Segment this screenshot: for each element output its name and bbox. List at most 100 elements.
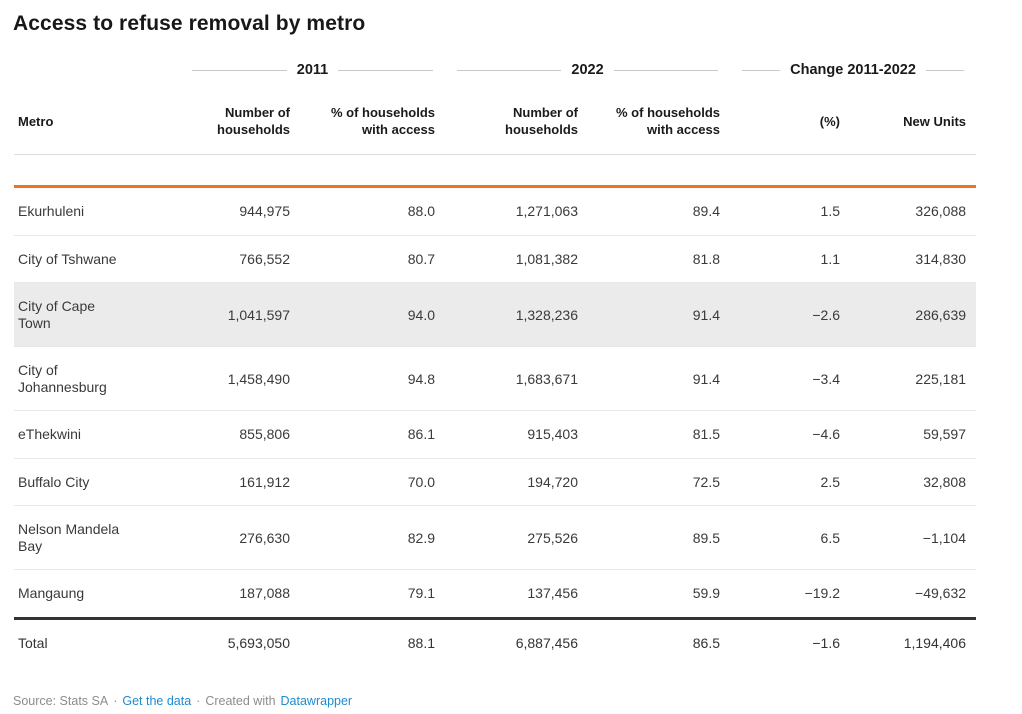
cell-metro: Mangaung — [14, 569, 180, 620]
group-divider-line — [613, 69, 719, 71]
cell-households-2022: 137,456 — [445, 569, 588, 620]
cell-metro: Nelson Mandela Bay — [14, 505, 180, 571]
cell-pct-2022: 72.5 — [588, 458, 731, 507]
group-label-2011: 2011 — [296, 62, 329, 78]
column-header-pct-access-2011: % of households with access — [300, 90, 445, 156]
cell-pct-2011: 70.0 — [300, 458, 445, 507]
cell-households-2022: 1,683,671 — [445, 346, 588, 412]
cell-pct-2022: 89.5 — [588, 505, 731, 571]
total-row: Total 5,693,050 88.1 6,887,456 86.5 −1.6… — [14, 618, 976, 666]
metro-name: Buffalo City — [18, 473, 90, 490]
group-label-2022: 2022 — [571, 62, 604, 78]
cell-pct-2022: 59.9 — [588, 569, 731, 620]
cell-households-2022: 915,403 — [445, 410, 588, 459]
cell-new-units: 314,830 — [850, 235, 977, 284]
cell-households-2022: 1,081,382 — [445, 235, 588, 284]
cell-new-units: 326,088 — [850, 186, 977, 236]
group-divider-line — [742, 69, 781, 71]
metro-name: City of Tshwane — [18, 250, 117, 267]
cell-total-households-2022: 6,887,456 — [515, 634, 578, 651]
chart-footer: Source: Stats SA · Get the data · Create… — [13, 694, 1010, 708]
cell-change-pct: 1.1 — [730, 235, 851, 284]
table-row: City of Tshwane 766,552 80.7 1,081,382 8… — [14, 235, 977, 284]
cell-metro: City of Johannesburg — [14, 346, 180, 412]
cell-pct-2011: 94.0 — [300, 282, 445, 348]
cell-total-households-2011: 5,693,050 — [227, 634, 290, 651]
cell-households-2022: 1,271,063 — [445, 186, 588, 236]
table-row: Buffalo City 161,912 70.0 194,720 72.5 2… — [14, 458, 977, 507]
group-header-2022: 2022 — [445, 62, 730, 90]
cell-metro: City of Tshwane — [14, 235, 180, 284]
metro-name: City of Cape Town — [18, 298, 96, 331]
cell-pct-2022: 81.5 — [588, 410, 731, 459]
table-row: Nelson Mandela Bay 276,630 82.9 275,526 … — [14, 505, 977, 571]
cell-new-units: −1,104 — [850, 505, 977, 571]
cell-households-2011: 187,088 — [180, 569, 300, 620]
cell-metro: Buffalo City — [14, 458, 180, 507]
column-header-households-2022: Number of households — [445, 90, 588, 156]
group-header-spacer — [14, 62, 180, 90]
cell-change-pct: −4.6 — [730, 410, 851, 459]
metro-name: Ekurhuleni — [18, 203, 85, 220]
table-row: eThekwini 855,806 86.1 915,403 81.5 −4.6… — [14, 410, 977, 459]
cell-total-pct-2011: 88.1 — [407, 634, 435, 651]
group-divider-line — [457, 69, 562, 71]
cell-change-pct: 1.5 — [730, 186, 851, 236]
cell-pct-2022: 81.8 — [588, 235, 731, 284]
group-header-change: Change 2011-2022 — [730, 62, 976, 90]
cell-households-2011: 276,630 — [180, 505, 300, 571]
cell-households-2011: 944,975 — [180, 186, 300, 236]
cell-metro: Ekurhuleni — [14, 186, 180, 236]
cell-households-2011: 1,041,597 — [180, 282, 300, 348]
group-divider-line — [338, 69, 433, 71]
cell-new-units: −49,632 — [850, 569, 977, 620]
cell-new-units: 32,808 — [850, 458, 977, 507]
cell-change-pct: −2.6 — [730, 282, 851, 348]
cell-pct-2011: 79.1 — [300, 569, 445, 620]
table-row: Mangaung 187,088 79.1 137,456 59.9 −19.2… — [14, 569, 977, 620]
chart-title: Access to refuse removal by metro — [13, 12, 366, 35]
cell-change-pct: 2.5 — [730, 458, 851, 507]
cell-new-units: 59,597 — [850, 410, 977, 459]
header-accent-rule — [14, 154, 977, 189]
cell-households-2022: 1,328,236 — [445, 282, 588, 348]
table-row: Ekurhuleni 944,975 88.0 1,271,063 89.4 1… — [14, 186, 977, 236]
created-with-text: Created with — [205, 693, 276, 708]
cell-pct-2022: 91.4 — [588, 346, 731, 412]
cell-pct-2011: 86.1 — [300, 410, 445, 459]
cell-households-2022: 194,720 — [445, 458, 588, 507]
cell-metro: eThekwini — [14, 410, 180, 459]
footer-separator: · — [113, 693, 118, 708]
source-text: Source: Stats SA — [13, 693, 109, 708]
column-header-row: Metro Number of households % of househol… — [14, 90, 977, 156]
cell-pct-2022: 91.4 — [588, 282, 731, 348]
group-label-change: Change 2011-2022 — [790, 62, 916, 78]
metro-name: eThekwini — [18, 426, 82, 443]
cell-pct-2011: 94.8 — [300, 346, 445, 412]
table-row: City of Cape Town 1,041,597 94.0 1,328,2… — [14, 282, 977, 348]
cell-pct-2022: 89.4 — [588, 186, 731, 236]
cell-pct-2011: 82.9 — [300, 505, 445, 571]
column-group-header-row: 2011 2022 Change 2011-2022 — [14, 62, 976, 90]
cell-total-pct-2022: 86.5 — [692, 634, 721, 651]
group-header-2011: 2011 — [180, 62, 445, 90]
cell-metro: City of Cape Town — [14, 282, 180, 348]
get-the-data-link[interactable]: Get the data — [122, 693, 192, 708]
cell-households-2022: 275,526 — [445, 505, 588, 571]
column-header-metro: Metro — [14, 90, 180, 156]
table-row: City of Johannesburg 1,458,490 94.8 1,68… — [14, 346, 977, 412]
data-table: 2011 2022 Change 2011-2022 — [14, 62, 977, 667]
cell-total-change-pct: −1.6 — [812, 634, 841, 651]
column-header-households-2011: Number of households — [180, 90, 300, 156]
cell-households-2011: 766,552 — [180, 235, 300, 284]
cell-new-units: 286,639 — [850, 282, 977, 348]
column-header-new-units: New Units — [850, 90, 977, 156]
datawrapper-link[interactable]: Datawrapper — [280, 693, 353, 708]
cell-total-new-units: 1,194,406 — [903, 634, 967, 651]
metro-name: Mangaung — [18, 585, 85, 602]
metro-name: Nelson Mandela Bay — [18, 521, 120, 554]
column-header-change-pct: (%) — [730, 90, 851, 156]
cell-change-pct: 6.5 — [730, 505, 851, 571]
cell-households-2011: 855,806 — [180, 410, 300, 459]
